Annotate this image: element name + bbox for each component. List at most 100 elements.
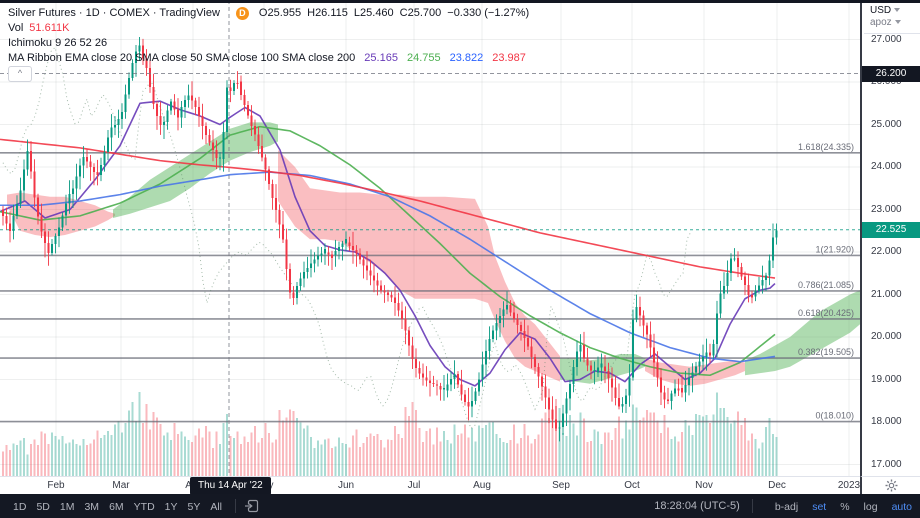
candle-body [614,387,617,398]
volume-bar [260,438,264,476]
range-button-5d[interactable]: 5D [36,501,50,513]
candle-body [663,392,666,400]
axis-settings-corner[interactable] [860,476,920,494]
legend-collapse-button[interactable]: ^ [8,66,32,82]
candle-body [540,376,544,387]
range-button-ytd[interactable]: YTD [133,501,155,513]
toolbar-item-log[interactable]: log [863,501,878,513]
price-chart-canvas[interactable]: 1.618(24.335) 1(21.920) 0.786(21.085) 0.618… [0,0,860,476]
volume-bar [701,416,705,476]
volume-legend-row[interactable]: Vol 51.611K [8,21,535,36]
volume-bar [516,443,519,476]
candle-body [278,210,281,225]
volume-bar [71,439,75,476]
candle-body [596,367,600,373]
ohlc-close: C25.700 [399,7,442,19]
toolbar-item-set[interactable]: set [812,501,827,513]
candle-body [26,150,29,170]
candle-body [670,393,673,401]
candle-body [498,315,502,324]
range-button-5y[interactable]: 5Y [187,501,201,513]
range-button-6m[interactable]: 6M [109,501,124,513]
volume-bar [355,429,358,476]
axis-currency-selector[interactable]: USD [870,5,901,17]
volume-bar [537,434,540,476]
volume-bar [337,437,341,476]
toolbar-item-b-adj[interactable]: b-adj [774,501,799,513]
go-to-date-button[interactable] [244,499,259,513]
volume-bar [148,429,152,476]
axis-unit-selector[interactable]: apoz [870,17,901,29]
volume-bar [575,435,579,476]
volume-bar [740,425,743,476]
toolbar-item-percent[interactable]: % [840,501,850,513]
clock[interactable]: 18:28:04 (UTC-5) [654,500,740,512]
candle-body [502,309,505,316]
volume-bar [743,417,747,476]
candle-body [754,291,757,297]
candle-body [351,246,355,250]
candle-body [215,150,218,159]
volume-bar [124,422,127,476]
candle-body [764,275,768,280]
candle-body [8,223,12,231]
volume-bar [768,417,771,476]
volume-bar [530,443,533,476]
range-button-1m[interactable]: 1M [59,501,75,513]
volume-bar [288,409,292,476]
price-axis-label: 24.000 [871,161,902,172]
price-axis[interactable]: USD apoz 27.000 26.000 25.000 24.000 23.000 2… [860,3,920,476]
symbol-legend-row[interactable]: Silver Futures · 1D · COMEX · TradingVie… [8,6,535,21]
toolbar-item-auto[interactable]: auto [891,501,912,513]
volume-bar [334,446,337,476]
volume-bar [463,424,467,476]
volume-bar [351,435,355,476]
volume-bar [498,437,502,476]
candle-body [183,100,187,107]
volume-bar [57,439,61,476]
volume-bar [624,420,628,476]
candle-body [708,352,712,356]
ma-ribbon-legend-row[interactable]: MA Ribbon EMA close 20 SMA close 50 SMA … [8,51,535,66]
time-axis[interactable]: FebMarAprMayJunJulAugSepOctNovDec2023 [0,476,860,494]
volume-bar [582,418,586,476]
volume-bar [519,438,523,476]
range-button-all[interactable]: All [210,501,223,513]
candle-body [523,331,526,339]
volume-bar [663,414,666,476]
volume-bar [460,433,463,476]
chevron-down-icon [894,8,901,13]
range-button-1d[interactable]: 1D [13,501,27,513]
gear-icon[interactable] [885,479,898,492]
symbol-title: Silver Futures · 1D · COMEX · TradingVie… [8,7,220,19]
candle-body [593,370,596,372]
candle-body [316,255,320,260]
volume-bar [691,434,694,476]
range-button-1y[interactable]: 1Y [164,501,178,513]
volume-bar [36,445,40,476]
candle-body [677,388,680,391]
volume-bar [281,420,285,476]
price-axis-label: 17.000 [871,458,902,470]
candle-body [456,373,460,385]
axis-unit-label: apoz [870,17,892,28]
volume-bar [432,444,435,476]
volume-bar [127,410,131,476]
candle-body [302,272,306,279]
candle-body [264,157,267,170]
volume-bar [96,430,99,476]
candle-body [635,306,638,320]
volume-bar [264,423,267,476]
candle-body [582,345,586,359]
candle-body [460,384,463,395]
candle-body [5,215,8,224]
ma-value: 23.822 [449,52,484,64]
candle-body [575,351,579,367]
volume-bar [267,433,271,476]
candle-body [68,194,71,204]
ichimoku-legend-row[interactable]: Ichimoku 9 26 52 26 [8,36,535,51]
candle-body [390,295,393,298]
candle-body [103,152,106,165]
candle-body [176,109,180,118]
range-button-3m[interactable]: 3M [84,501,100,513]
